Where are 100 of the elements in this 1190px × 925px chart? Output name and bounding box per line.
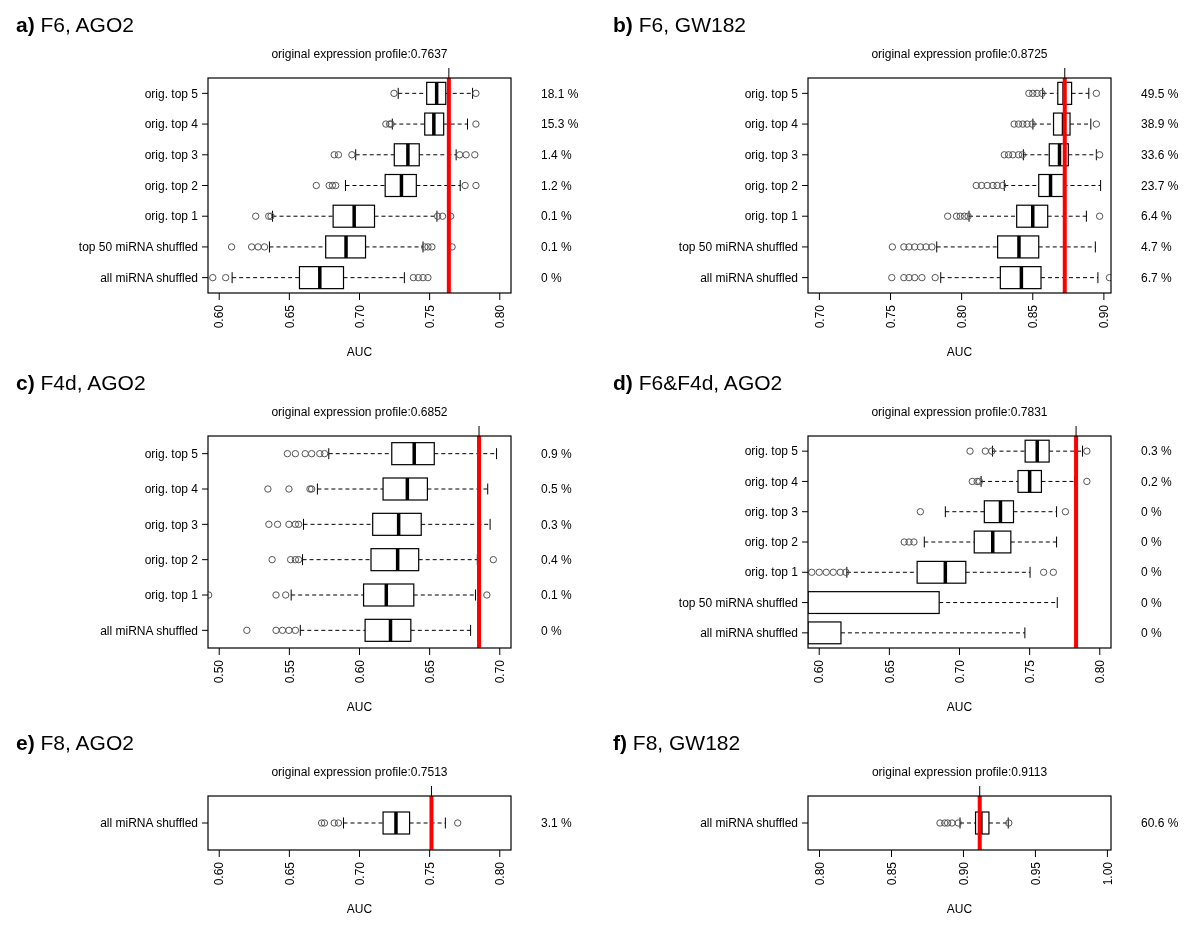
- y-tick-label: orig. top 2: [744, 178, 799, 193]
- text: 0 %: [541, 270, 563, 285]
- y-tick-label: orig. top 4: [144, 482, 199, 497]
- x-axis-title: AUC: [346, 902, 373, 916]
- x-tick-label: 1.00: [1100, 861, 1115, 886]
- y-tick-label: orig. top 3: [744, 147, 799, 162]
- x-tick-label: 0.70: [952, 659, 967, 684]
- x-tick-label: 0.90: [956, 861, 971, 886]
- text: 1.2 %: [541, 178, 573, 193]
- x-axis-title: AUC: [946, 700, 973, 714]
- text: 0 %: [1141, 626, 1163, 641]
- text: 0.3 %: [1141, 444, 1173, 459]
- text: 0 %: [541, 623, 563, 638]
- x-tick-label: 0.80: [492, 861, 507, 886]
- x-tick-label: 0.80: [1092, 659, 1107, 684]
- chart-title: a) F6, AGO2: [16, 13, 134, 36]
- y-tick-label: orig. top 4: [744, 474, 799, 489]
- text: 0.1 %: [541, 240, 573, 255]
- y-tick-label: orig. top 1: [144, 209, 199, 224]
- text: 6.4 %: [1141, 209, 1173, 224]
- x-tick-label: 0.65: [282, 304, 297, 329]
- x-tick-label: 0.55: [282, 659, 297, 684]
- y-tick-label: all miRNA shuffled: [700, 626, 798, 641]
- text: 33.6 %: [1141, 147, 1179, 162]
- x-tick-label: 0.60: [812, 659, 827, 684]
- text: 23.7 %: [1141, 178, 1179, 193]
- y-tick-label: all miRNA shuffled: [700, 816, 798, 831]
- text: 0.9 %: [541, 446, 573, 461]
- text: 1.4 %: [541, 147, 573, 162]
- y-tick-label: orig. top 5: [144, 446, 199, 461]
- x-axis-title: AUC: [946, 902, 973, 916]
- x-tick-label: 0.60: [352, 659, 367, 684]
- y-tick-label: orig. top 3: [744, 504, 799, 519]
- text: 3.1 %: [541, 816, 573, 831]
- chart-title: b) F6, GW182: [613, 13, 747, 36]
- x-tick-label: 0.70: [492, 659, 507, 684]
- text: 18.1 %: [541, 86, 579, 101]
- y-tick-label: orig. top 2: [144, 552, 199, 567]
- y-tick-label: orig. top 1: [744, 565, 799, 580]
- y-tick-label: orig. top 3: [144, 147, 199, 162]
- y-tick-label: orig. top 1: [744, 209, 799, 224]
- y-tick-label: top 50 miRNA shuffled: [678, 240, 798, 255]
- x-tick-label: 0.90: [1097, 304, 1112, 329]
- text: 15.3 %: [541, 117, 579, 132]
- text: 0 %: [1141, 565, 1163, 580]
- x-tick-label: 0.70: [352, 304, 367, 329]
- x-tick-label: 0.80: [492, 304, 507, 329]
- x-tick-label: 0.70: [812, 304, 827, 329]
- y-tick-label: all miRNA shuffled: [700, 270, 798, 285]
- y-tick-label: orig. top 1: [144, 588, 199, 603]
- x-tick-label: 0.65: [422, 659, 437, 684]
- y-tick-label: all miRNA shuffled: [100, 270, 198, 285]
- x-axis-title: AUC: [346, 345, 373, 359]
- y-tick-label: top 50 miRNA shuffled: [678, 595, 798, 610]
- text: 0 %: [1141, 504, 1163, 519]
- x-tick-label: 0.85: [884, 861, 899, 886]
- y-tick-label: orig. top 5: [744, 444, 799, 459]
- text: 0.1 %: [541, 209, 573, 224]
- x-tick-label: 0.80: [812, 861, 827, 886]
- text: 0.3 %: [541, 517, 573, 532]
- x-tick-label: 0.75: [883, 304, 898, 329]
- text: 0.1 %: [541, 588, 573, 603]
- x-tick-label: 0.75: [422, 861, 437, 886]
- y-tick-label: all miRNA shuffled: [100, 816, 198, 831]
- text: 0 %: [1141, 535, 1163, 550]
- y-tick-label: orig. top 4: [744, 117, 799, 132]
- chart-title: d) F6&F4d, AGO2: [613, 371, 783, 394]
- x-tick-label: 0.75: [422, 304, 437, 329]
- text: 0.5 %: [541, 482, 573, 497]
- y-tick-label: orig. top 2: [144, 178, 199, 193]
- y-tick-label: orig. top 5: [744, 86, 799, 101]
- y-tick-label: orig. top 5: [144, 86, 199, 101]
- x-tick-label: 0.75: [1022, 659, 1037, 684]
- x-tick-label: 0.85: [1025, 304, 1040, 329]
- y-tick-label: all miRNA shuffled: [100, 623, 198, 638]
- text: 6.7 %: [1141, 270, 1173, 285]
- y-tick-label: top 50 miRNA shuffled: [78, 240, 198, 255]
- chart-subtitle: original expression profile:0.7637: [271, 47, 448, 61]
- y-tick-label: orig. top 3: [144, 517, 199, 532]
- chart-title: f) F8, GW182: [613, 731, 741, 754]
- chart-title: c) F4d, AGO2: [16, 371, 146, 394]
- text: 60.6 %: [1141, 816, 1179, 831]
- x-tick-label: 0.70: [352, 861, 367, 886]
- x-tick-label: 0.95: [1028, 861, 1043, 886]
- text: 38.9 %: [1141, 117, 1179, 132]
- x-tick-label: 0.50: [212, 659, 227, 684]
- text: 0 %: [1141, 595, 1163, 610]
- text: 0.4 %: [541, 552, 573, 567]
- chart-subtitle: original expression profile:0.6852: [271, 405, 448, 419]
- chart-subtitle: original expression profile:0.7831: [871, 405, 1048, 419]
- x-axis-title: AUC: [946, 345, 973, 359]
- y-tick-label: orig. top 2: [744, 535, 799, 550]
- x-axis-title: AUC: [346, 700, 373, 714]
- chart-subtitle: original expression profile:0.8725: [871, 47, 1048, 61]
- x-tick-label: 0.80: [954, 304, 969, 329]
- x-tick-label: 0.65: [282, 861, 297, 886]
- chart-title: e) F8, AGO2: [16, 731, 134, 754]
- text: 4.7 %: [1141, 240, 1173, 255]
- chart-subtitle: original expression profile:0.7513: [271, 765, 448, 779]
- x-tick-label: 0.60: [212, 861, 227, 886]
